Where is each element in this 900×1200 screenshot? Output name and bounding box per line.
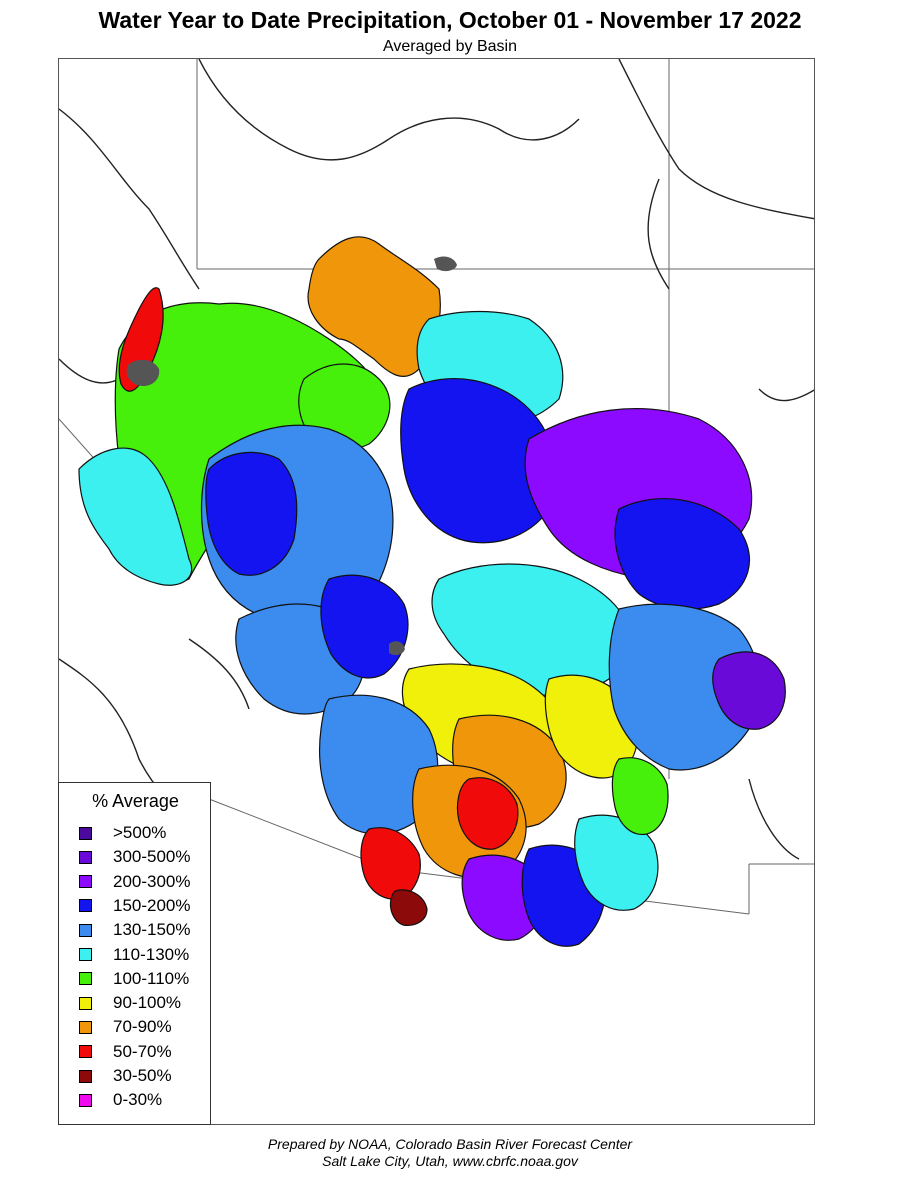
flaming-gorge-reservoir xyxy=(434,256,457,272)
legend-swatch xyxy=(79,1020,92,1034)
legend-label: 0-30% xyxy=(113,1090,163,1110)
basin-lake-powell-darkblue xyxy=(320,574,409,679)
legend-label: 130-150% xyxy=(113,920,191,940)
legend-item: 150-200% xyxy=(79,896,191,916)
legend-title: % Average xyxy=(92,791,179,811)
legend-label: 30-50% xyxy=(113,1066,172,1085)
legend-item: >500% xyxy=(79,823,166,843)
legend-label: 50-70% xyxy=(113,1041,172,1061)
legend-item: 50-70% xyxy=(79,1042,172,1062)
basin-san-juan-cyan xyxy=(431,563,633,696)
legend-item: 110-130% xyxy=(79,945,189,965)
legend-item: 200-300% xyxy=(79,872,191,892)
legend: % Average >500% 300-500% 200-300% 150-200% 1… xyxy=(58,782,211,1125)
legend-swatch xyxy=(79,1069,92,1083)
basin-new-mexico-blue xyxy=(608,603,760,771)
map-title: Water Year to Date Precipitation, Octobe… xyxy=(98,7,802,33)
legend-item: 0-30% xyxy=(79,1090,162,1110)
legend-swatch xyxy=(79,1093,92,1107)
legend-item: 90-100% xyxy=(79,993,181,1013)
legend-label: 200-300% xyxy=(113,871,191,891)
legend-item: 30-50% xyxy=(79,1066,172,1086)
legend-swatch xyxy=(79,875,92,889)
basin-colorado-headwaters xyxy=(400,378,556,544)
legend-swatch xyxy=(79,923,92,937)
legend-swatch xyxy=(79,972,92,986)
basin-central-darkblue xyxy=(205,451,298,576)
legend-swatch xyxy=(79,826,92,840)
legend-label: >500% xyxy=(113,823,167,842)
legend-swatch xyxy=(79,948,92,961)
legend-label: 100-110% xyxy=(113,968,190,988)
map-subtitle: Averaged by Basin xyxy=(382,38,517,55)
lakes xyxy=(126,256,457,656)
basin-regions xyxy=(78,236,786,947)
lake-powell xyxy=(389,641,405,656)
basin-far-east-purple xyxy=(712,651,786,730)
legend-swatch xyxy=(79,899,92,913)
basin-west-cyan xyxy=(78,447,193,586)
legend-swatch xyxy=(79,850,92,864)
legend-label: 110-130% xyxy=(113,944,190,964)
basin-south-green xyxy=(611,757,669,835)
outer-basin-boundaries xyxy=(59,59,814,860)
legend-item: 100-110% xyxy=(79,969,189,989)
footer-location: Salt Lake City, Utah, www.cbrfc.noaa.gov xyxy=(322,1153,578,1169)
legend-label: 70-90% xyxy=(113,1017,172,1037)
legend-item: 70-90% xyxy=(79,1017,172,1037)
basin-san-pedro-red xyxy=(360,827,421,900)
legend-item: 300-500% xyxy=(79,847,191,867)
legend-swatch xyxy=(79,1045,92,1059)
basin-northern-orange xyxy=(307,236,441,377)
legend-swatch xyxy=(79,996,92,1010)
legend-label: 300-500% xyxy=(113,847,191,867)
footer-credit: Prepared by NOAA, Colorado Basin River F… xyxy=(267,1136,633,1152)
legend-label: 150-200% xyxy=(113,895,191,915)
basin-east-blue xyxy=(614,498,750,610)
legend-label: 90-100% xyxy=(113,993,182,1013)
legend-item: 130-150% xyxy=(79,920,191,940)
basin-gila-red xyxy=(456,777,519,850)
basin-santa-cruz-darkred xyxy=(389,889,428,926)
basin-map-graphic xyxy=(59,59,814,947)
great-salt-lake xyxy=(126,359,160,387)
